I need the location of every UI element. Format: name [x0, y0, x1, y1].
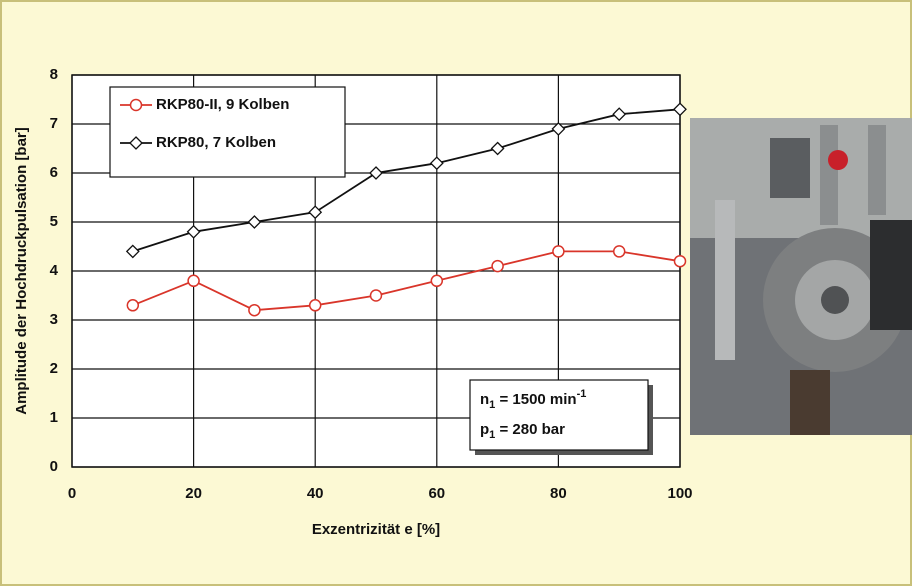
annotation: n1 = 1500 min-1: [480, 388, 586, 411]
data-point: [369, 289, 383, 302]
y-tick-label: 0: [50, 458, 58, 475]
y-tick-label: 4: [50, 262, 59, 279]
data-point: [186, 224, 201, 239]
data-point: [308, 205, 323, 220]
y-tick-label: 6: [50, 164, 58, 181]
data-point: [551, 121, 566, 136]
x-axis-label: Exzentrizität e [%]: [312, 521, 440, 538]
x-tick-label: 20: [185, 485, 202, 502]
data-point: [491, 259, 504, 273]
plot-border: [71, 74, 681, 468]
data-point: [612, 245, 626, 258]
data-point: [369, 166, 383, 180]
y-tick-label: 8: [50, 66, 58, 83]
data-point: [126, 299, 140, 312]
annotation-part: = 1500 min: [495, 391, 576, 408]
y-tick-label: 3: [50, 311, 58, 328]
legend-label: RKP80, 7 Kolben: [156, 134, 276, 151]
data-point: [430, 274, 444, 288]
annotation-part: -1: [577, 388, 587, 400]
data-point: [248, 303, 261, 317]
photo: [690, 118, 912, 435]
data-point: [612, 107, 627, 122]
legend-label: RKP80-II, 9 Kolben: [156, 96, 289, 113]
data-point: [247, 215, 262, 229]
y-tick-label: 7: [50, 115, 58, 132]
y-tick-label: 1: [50, 409, 58, 426]
y-axis-label: Amplitude der Hochdruckpulsation [bar]: [13, 127, 30, 415]
legend-marker: [129, 136, 143, 150]
annotation-part: 1: [489, 429, 495, 441]
annotation-box: [469, 379, 649, 451]
data-point: [490, 141, 505, 156]
data-point: [308, 299, 322, 312]
x-tick-label: 60: [428, 485, 445, 502]
x-tick-label: 100: [667, 485, 692, 502]
data-point: [673, 254, 687, 268]
data-point: [125, 244, 140, 259]
legend-box: [109, 86, 346, 178]
data-point: [673, 102, 687, 117]
data-point: [429, 156, 444, 171]
y-tick-label: 2: [50, 360, 58, 377]
x-tick-label: 40: [307, 485, 324, 502]
series-line: [132, 250, 681, 312]
annotation-part: = 280 bar: [495, 421, 565, 438]
data-point: [187, 274, 200, 288]
series-line: [132, 108, 681, 253]
annotation-part: p: [480, 421, 489, 438]
x-tick-label: 0: [68, 485, 76, 502]
annotation: p1 = 280 bar: [480, 421, 565, 441]
x-tick-label: 80: [550, 485, 567, 502]
data-point: [552, 245, 565, 258]
annotation-part: n: [480, 391, 489, 408]
y-tick-label: 5: [50, 213, 58, 230]
legend-marker: [129, 98, 143, 112]
annotation-part: 1: [489, 399, 495, 411]
